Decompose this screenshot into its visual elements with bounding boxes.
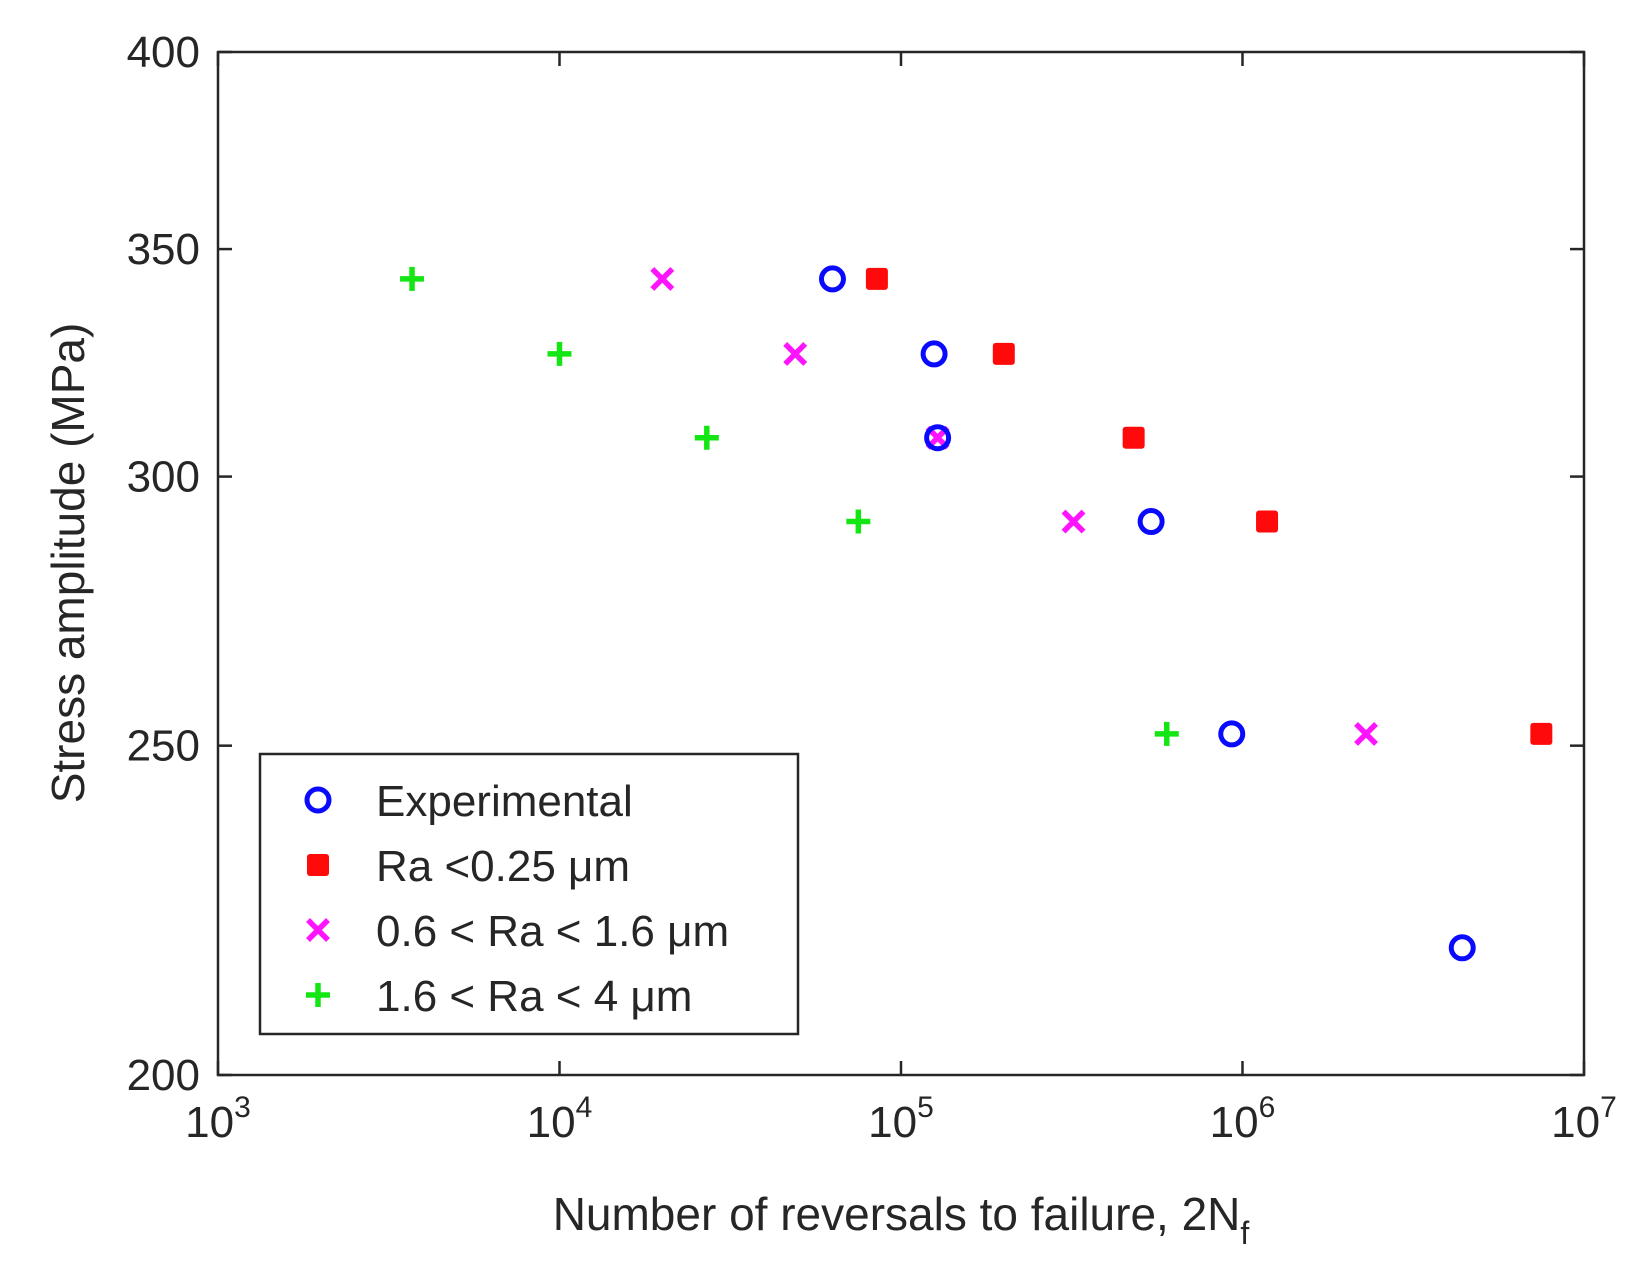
data-point-plus: [547, 341, 572, 366]
data-point-plus: [1154, 721, 1179, 746]
y-tick-label: 300: [127, 453, 200, 502]
x-tick-label-base: 10: [527, 1098, 576, 1147]
data-point-square: [1256, 510, 1279, 533]
data-point-circle: [818, 265, 846, 293]
x-tick-label-exponent: 5: [917, 1091, 934, 1124]
y-axis-title: Stress amplitude (MPa): [42, 323, 94, 804]
data-point-square: [1122, 426, 1145, 449]
y-tick-label: 400: [127, 28, 200, 77]
x-tick-label: 104: [527, 1091, 593, 1147]
legend-label: Ra <0.25 μm: [376, 842, 630, 891]
legend-box: [258, 752, 800, 1036]
legend-label: 1.6 < Ra < 4 μm: [376, 972, 692, 1021]
x-axis-title: Number of reversals to failure, 2Nf: [553, 1188, 1250, 1251]
legend-label: 0.6 < Ra < 1.6 μm: [376, 907, 729, 956]
x-tick-label-base: 10: [1210, 1098, 1259, 1147]
legend: Experimental Ra <0.25 μm 0.6 < Ra < 1.6 μm…: [258, 752, 800, 1036]
plot-frame: [216, 50, 1586, 1077]
data-point-square: [992, 342, 1015, 365]
y-tick-label: 250: [127, 722, 200, 771]
data-point-square: [865, 267, 888, 290]
x-tick-label-exponent: 7: [1600, 1091, 1617, 1124]
x-tick-label-exponent: 6: [1259, 1091, 1276, 1124]
y-tick-label: 200: [127, 1051, 200, 1100]
data-point-square: [1530, 722, 1553, 745]
x-tick-label: 105: [868, 1091, 934, 1147]
data-points: [400, 265, 1553, 962]
legend-label: Experimental: [376, 777, 633, 826]
data-point-circle: [1448, 934, 1476, 962]
data-point-plus: [694, 425, 719, 450]
legend-marker-circle: [304, 786, 332, 814]
x-tick-label: 106: [1210, 1091, 1276, 1147]
x-tick-label-exponent: 4: [576, 1091, 593, 1124]
data-point-circle: [1137, 508, 1165, 536]
legend-marker-square: [307, 854, 329, 876]
x-tick-label-base: 10: [1551, 1098, 1600, 1147]
data-point-x: [1354, 721, 1378, 746]
x-tick-labels: 103 104 105 106 107: [185, 1091, 1617, 1147]
data-point-circle: [924, 424, 952, 452]
x-tick-label: 103: [185, 1091, 251, 1147]
data-point-plus: [400, 266, 425, 291]
x-tick-label-exponent: 3: [234, 1091, 251, 1124]
legend-marker-x: [306, 918, 330, 942]
y-tick-label: 350: [127, 225, 200, 274]
data-point-plus: [846, 509, 871, 534]
x-tick-label-base: 10: [185, 1098, 234, 1147]
x-axis-title-subscript: f: [1240, 1215, 1249, 1251]
data-point-x: [1061, 509, 1086, 534]
legend-marker-plus: [306, 983, 330, 1007]
data-point-x: [650, 266, 675, 291]
x-tick-label-base: 10: [868, 1098, 917, 1147]
y-tick-labels: 200 250 300 350 400: [127, 28, 200, 1100]
x-tick-label: 107: [1551, 1091, 1617, 1147]
data-point-circle: [1218, 720, 1246, 748]
data-point-circle: [920, 340, 948, 368]
data-point-x: [783, 341, 808, 366]
